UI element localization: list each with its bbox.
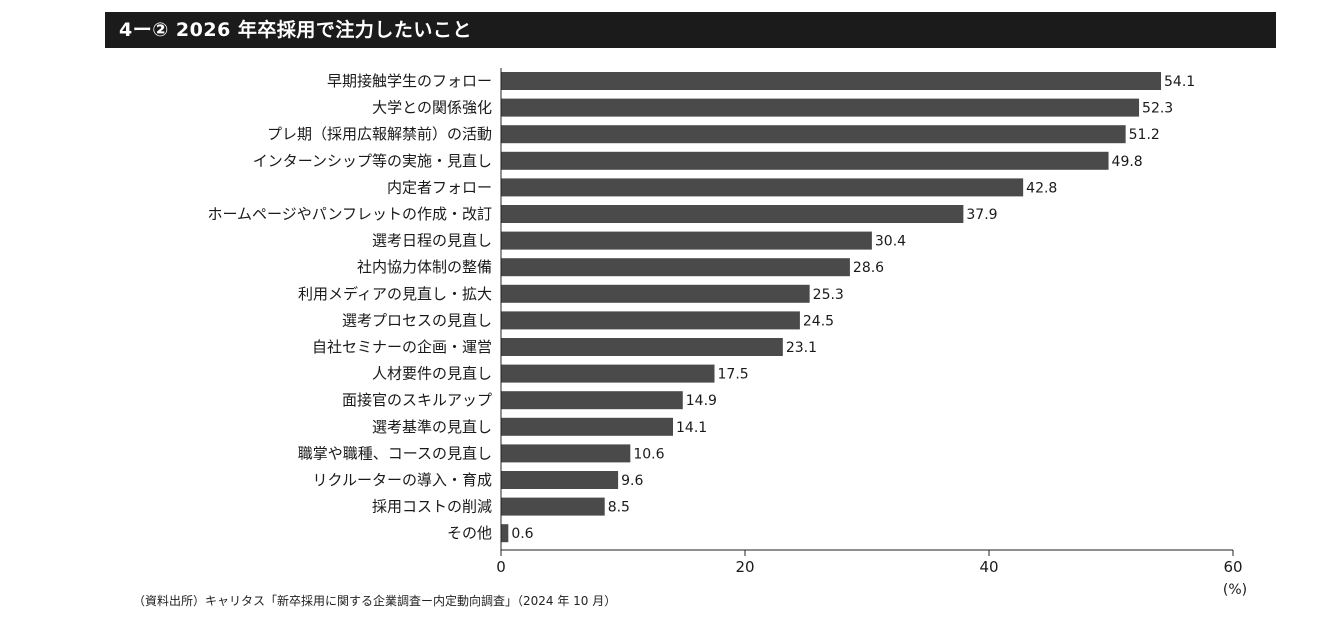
bar (501, 258, 850, 277)
bar (501, 391, 683, 410)
bar (501, 524, 509, 543)
category-label: リクルーターの導入・育成 (312, 471, 492, 489)
x-tick-label: 0 (496, 558, 506, 576)
value-label: 17.5 (718, 367, 749, 383)
bar (501, 72, 1162, 90)
value-label: 0.6 (511, 526, 533, 542)
category-label: 選考日程の見直し (372, 232, 492, 250)
category-label: その他 (447, 524, 492, 542)
x-tick-label: 60 (1223, 558, 1242, 576)
value-label: 28.6 (853, 260, 884, 276)
value-label: 25.3 (813, 287, 844, 303)
bar (501, 338, 783, 356)
bar (501, 178, 1024, 197)
value-label: 49.8 (1112, 154, 1143, 170)
bar (501, 98, 1140, 117)
chart-title: 4ー② 2026 年卒採用で注力したいこと (119, 19, 472, 41)
category-label: 内定者フォロー (387, 178, 492, 196)
bar (501, 231, 872, 250)
category-label: 職掌や職種、コースの見直し (298, 444, 492, 462)
category-label: インターンシップ等の実施・見直し (253, 152, 492, 170)
bar (501, 364, 715, 383)
value-label: 14.9 (686, 393, 717, 409)
category-label: 大学との関係強化 (372, 99, 492, 117)
chart-title-bar: 4ー② 2026 年卒採用で注力したいこと (105, 12, 1276, 48)
bar (501, 497, 605, 516)
value-label: 8.5 (608, 500, 630, 516)
category-label: 選考基準の見直し (372, 418, 492, 436)
category-label: 人材要件の見直し (372, 365, 492, 383)
category-label: 社内協力体制の整備 (357, 258, 492, 276)
category-label: 早期接触学生のフォロー (327, 72, 492, 90)
value-label: 54.1 (1164, 74, 1195, 90)
bar (501, 311, 800, 330)
category-label: プレ期（採用広報解禁前）の活動 (267, 125, 492, 143)
bar (501, 444, 631, 463)
value-label: 23.1 (786, 340, 817, 356)
value-label: 14.1 (676, 420, 707, 436)
source-note: （資料出所）キャリタス「新卒採用に関する企業調査ー内定動向調査」（2024 年 … (133, 594, 617, 608)
bar (501, 471, 619, 489)
bar (501, 284, 810, 303)
value-label: 37.9 (966, 207, 997, 223)
value-label: 9.6 (621, 473, 643, 489)
value-label: 52.3 (1142, 101, 1173, 117)
value-label: 30.4 (875, 234, 906, 250)
x-tick-label: 40 (979, 558, 998, 576)
value-label: 51.2 (1129, 127, 1160, 143)
bar (501, 417, 674, 436)
value-label: 42.8 (1026, 180, 1057, 196)
bar (501, 151, 1109, 170)
bar (501, 205, 964, 223)
x-axis-unit: (%) (1223, 582, 1247, 598)
x-tick-label: 20 (735, 558, 754, 576)
category-label: 面接官のスキルアップ (342, 391, 492, 409)
category-label: ホームページやパンフレットの作成・改訂 (207, 205, 492, 223)
bar (501, 125, 1126, 144)
category-label: 選考プロセスの見直し (342, 311, 492, 329)
category-label: 自社セミナーの企画・運営 (312, 338, 492, 356)
value-label: 10.6 (633, 446, 664, 462)
category-label: 採用コストの削減 (372, 498, 492, 516)
value-label: 24.5 (803, 313, 834, 329)
category-label: 利用メディアの見直し・拡大 (298, 285, 492, 303)
